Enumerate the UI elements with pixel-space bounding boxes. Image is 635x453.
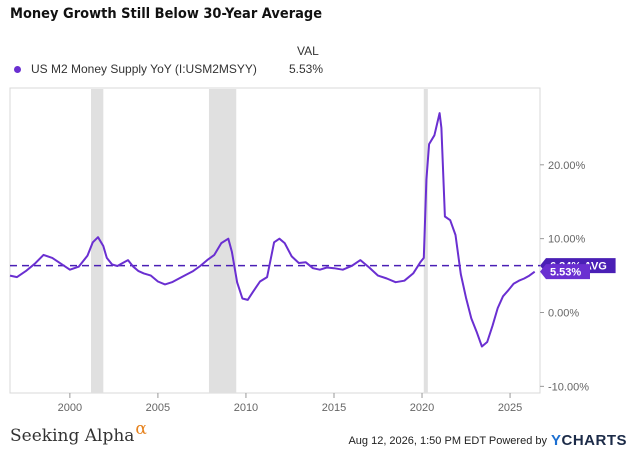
- seeking-alpha-wordmark: Seeking Alpha: [10, 426, 135, 446]
- ycharts-logo-rest: CHARTS: [561, 432, 627, 449]
- legend-value-header: VAL: [297, 44, 319, 58]
- plot-frame: [9, 87, 541, 394]
- line-chart: 2000 2005 2010 2015 2020 2025 20.00% 10.00% 0.0…: [9, 87, 616, 414]
- x-tick-label: 2015: [322, 402, 346, 414]
- y-tick-label: 0.00%: [548, 308, 579, 320]
- recession-band: [90, 89, 104, 393]
- x-axis-ticks: 2000 2005 2010 2015 2020 2025: [58, 393, 522, 414]
- ycharts-logo[interactable]: YCHARTS: [551, 432, 627, 449]
- series-line[interactable]: [9, 112, 536, 348]
- y-axis-ticks: 20.00% 10.00% 0.00% -10.00%: [540, 160, 589, 393]
- ycharts-logo-y: Y: [550, 432, 562, 449]
- chart-title: Money Growth Still Below 30-Year Average: [10, 6, 323, 22]
- last-value-tag-shape: [540, 264, 590, 280]
- x-tick-label: 2000: [58, 402, 82, 414]
- x-tick-label: 2025: [498, 402, 522, 414]
- chart-footer: Aug 12, 2026, 1:50 PM EDT Powered by YCH…: [348, 432, 627, 449]
- alpha-icon: α: [135, 419, 147, 439]
- recession-band: [423, 89, 428, 393]
- last-value-tag-label: 5.53%: [550, 267, 581, 279]
- legend-series-value: 5.53%: [289, 62, 324, 76]
- y-tick-label: -10.00%: [548, 381, 589, 393]
- timestamp-text: Aug 12, 2026, 1:50 PM EDT Powered by: [348, 434, 547, 447]
- legend-series[interactable]: US M2 Money Supply YoY (I:USM2MSYY): [14, 62, 257, 76]
- recession-band: [208, 89, 237, 393]
- legend-series-label: US M2 Money Supply YoY (I:USM2MSYY): [31, 62, 257, 76]
- x-tick-label: 2010: [234, 402, 258, 414]
- x-tick-label: 2020: [410, 402, 434, 414]
- legend-marker-icon: [14, 65, 21, 73]
- seeking-alpha-logo: Seeking Alphaα: [10, 419, 147, 446]
- y-tick-label: 10.00%: [548, 234, 586, 246]
- recession-bands: [90, 89, 428, 393]
- y-tick-label: 20.00%: [548, 160, 586, 172]
- x-tick-label: 2005: [146, 402, 170, 414]
